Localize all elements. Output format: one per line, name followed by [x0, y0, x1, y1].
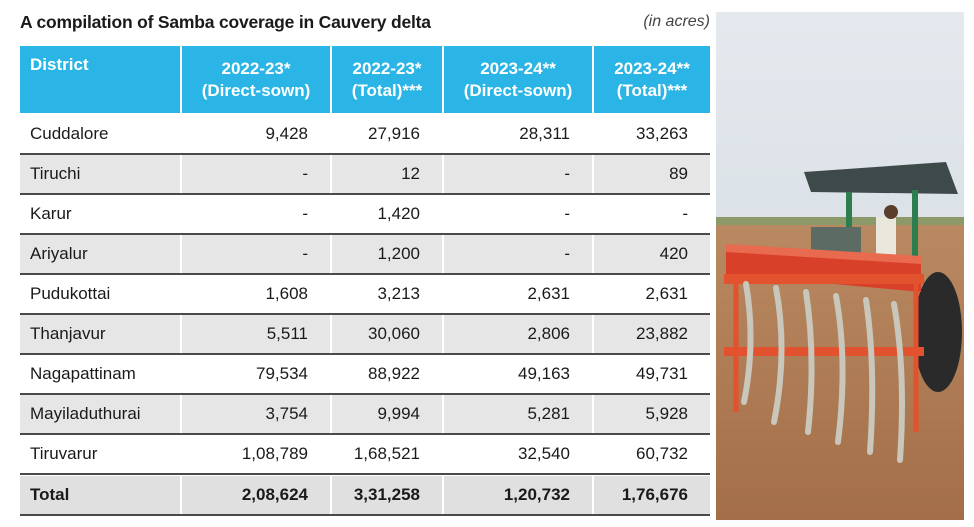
row-label: Mayiladuthurai [20, 395, 180, 433]
row-separator [20, 193, 710, 195]
total-value: 2,08,624 [182, 476, 330, 514]
row-value: 28,311 [519, 124, 570, 143]
header-cell: 2023-24** (Total)*** [594, 46, 710, 113]
row-value: 1,68,521 [353, 444, 420, 463]
total-value: 1,20,732 [444, 476, 592, 514]
row-value: 60,732 [636, 444, 688, 463]
row-value: 9,428 [265, 124, 308, 143]
row-value: 32,540 [518, 444, 570, 463]
row-value: 2,631 [527, 284, 570, 303]
row-separator [20, 313, 710, 315]
row-value: 49,163 [518, 364, 570, 383]
row-separator [20, 393, 710, 395]
row-value: 5,511 [182, 315, 330, 353]
row-value: - [182, 235, 330, 273]
row-value: - [302, 204, 308, 223]
row-value: - [444, 235, 592, 273]
row-value: 12 [332, 155, 442, 193]
row-label: Nagapattinam [30, 364, 136, 383]
row-value: 5,281 [444, 395, 592, 433]
row-value: 9,994 [332, 395, 442, 433]
row-label: Karur [30, 204, 72, 223]
row-value: 88,922 [368, 364, 420, 383]
header-text: 2022-23* [221, 58, 291, 78]
row-value: 5,928 [594, 395, 710, 433]
row-value: 89 [594, 155, 710, 193]
row-value: 49,731 [636, 364, 688, 383]
header-text: 2022-23* [352, 58, 422, 78]
row-separator [20, 353, 710, 355]
row-separator [20, 153, 710, 155]
row-separator [20, 233, 710, 235]
total-value: 1,76,676 [594, 476, 710, 514]
row-value: 2,806 [444, 315, 592, 353]
header-text: (Direct-sown) [463, 80, 573, 100]
row-label: Tiruchi [20, 155, 180, 193]
header-text: (Direct-sown) [201, 80, 311, 100]
row-label: Ariyalur [20, 235, 180, 273]
row-value: 420 [594, 235, 710, 273]
row-value: 3,754 [182, 395, 330, 433]
header-cell: District [20, 46, 180, 113]
row-value: 27,916 [368, 124, 420, 143]
header-cell: 2023-24** (Direct-sown) [444, 46, 592, 113]
total-value: 3,31,258 [332, 476, 442, 514]
row-value: 30,060 [332, 315, 442, 353]
row-label: Pudukottai [30, 284, 111, 303]
row-label: Cuddalore [30, 124, 109, 143]
row-value: 1,608 [265, 284, 308, 303]
row-separator [20, 273, 710, 275]
row-value: - [682, 204, 688, 223]
row-value: 2,631 [645, 284, 688, 303]
row-value: 1,200 [332, 235, 442, 273]
unit-note: (in acres) [643, 13, 710, 30]
row-value: 33,263 [636, 124, 688, 143]
header-text: (Total)*** [351, 80, 423, 100]
total-label: Total [20, 476, 180, 514]
row-label: Thanjavur [20, 315, 180, 353]
row-value: - [182, 155, 330, 193]
row-separator [20, 514, 710, 516]
header-cell: 2022-23* (Total)*** [332, 46, 442, 113]
header-cell: 2022-23* (Direct-sown) [182, 46, 330, 113]
row-separator [20, 433, 710, 435]
header-text: 2023-24** [614, 58, 690, 78]
row-value: - [444, 155, 592, 193]
row-value: - [564, 204, 570, 223]
row-value: 3,213 [377, 284, 420, 303]
row-value: 1,420 [377, 204, 420, 223]
header-text: District [30, 55, 89, 74]
row-label: Tiruvarur [30, 444, 98, 463]
row-separator [20, 473, 710, 475]
photo [716, 12, 964, 520]
header-text: (Total)*** [616, 80, 688, 100]
row-value: 1,08,789 [241, 444, 308, 463]
title: A compilation of Samba coverage in Cauve… [20, 12, 431, 32]
row-value: 23,882 [594, 315, 710, 353]
row-value: 79,534 [256, 364, 308, 383]
header-text: 2023-24** [480, 58, 556, 78]
